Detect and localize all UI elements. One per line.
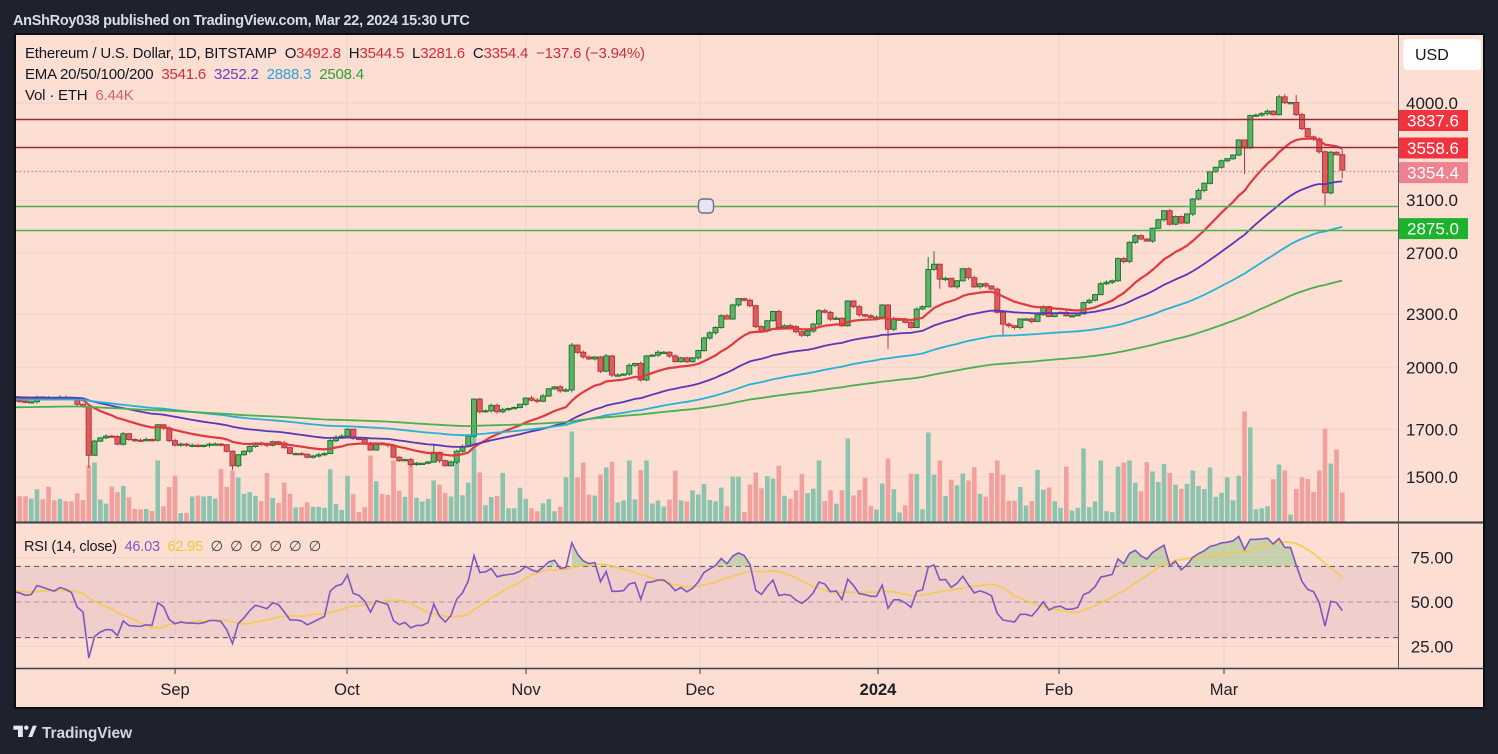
svg-text:3354.4: 3354.4	[1407, 164, 1459, 183]
svg-text:50.00: 50.00	[1411, 593, 1454, 612]
svg-text:Oct: Oct	[334, 681, 360, 699]
svg-text:Sep: Sep	[160, 681, 189, 699]
svg-text:75.00: 75.00	[1411, 549, 1454, 568]
svg-text:2700.0: 2700.0	[1406, 244, 1458, 263]
svg-text:EMA 20/50/100/200 3541.6 325: EMA 20/50/100/200 3541.6 3252.2 2888.3 2…	[25, 66, 364, 83]
svg-text:25.00: 25.00	[1411, 638, 1454, 657]
svg-text:Feb: Feb	[1045, 681, 1073, 699]
svg-text:1700.0: 1700.0	[1406, 420, 1458, 439]
svg-text:Vol · ETH 6.44K: Vol · ETH 6.44K	[25, 87, 134, 104]
svg-text:4000.0: 4000.0	[1406, 94, 1458, 113]
svg-text:Mar: Mar	[1210, 681, 1239, 699]
svg-text:RSI (14, close) 46.03 62.95: RSI (14, close) 46.03 62.95 ∅∅∅∅∅∅	[24, 539, 328, 555]
svg-text:USD: USD	[1415, 47, 1449, 64]
svg-text:Nov: Nov	[511, 681, 541, 699]
svg-text:2300.0: 2300.0	[1406, 305, 1458, 324]
svg-text:3100.0: 3100.0	[1406, 191, 1458, 210]
svg-text:2875.0: 2875.0	[1407, 220, 1459, 239]
svg-text:2024: 2024	[860, 681, 898, 699]
svg-text:Ethereum / U.S. Dollar, 1D, BI: Ethereum / U.S. Dollar, 1D, BITSTAMP O34…	[25, 45, 645, 62]
svg-text:3837.6: 3837.6	[1407, 112, 1459, 131]
svg-text:2000.0: 2000.0	[1406, 358, 1458, 377]
svg-text:3558.6: 3558.6	[1407, 139, 1459, 158]
svg-text:1500.0: 1500.0	[1406, 468, 1458, 487]
svg-text:TradingView: TradingView	[42, 725, 133, 742]
svg-text:AnShRoy038 published on Tradin: AnShRoy038 published on TradingView.com,…	[13, 13, 470, 29]
svg-text:Dec: Dec	[685, 681, 714, 699]
